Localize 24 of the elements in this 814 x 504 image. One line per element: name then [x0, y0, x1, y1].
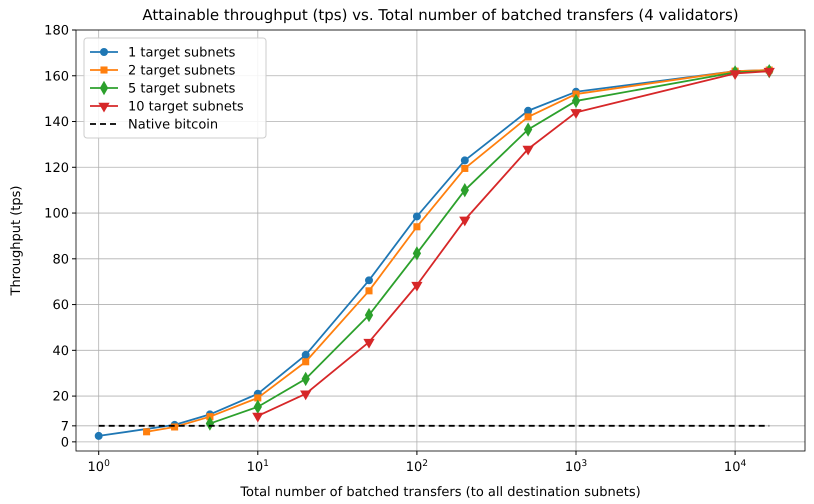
- y-tick-label: 60: [52, 298, 69, 314]
- y-tick-label: 0: [60, 435, 69, 450]
- legend-label: 1 target subnets: [128, 46, 236, 60]
- y-tick-label: 20: [52, 390, 69, 405]
- x-tick-label: 10$^{4}$: [724, 459, 746, 475]
- y-axis-title: Throughput (tps): [9, 186, 24, 296]
- x-tick-label: 10$^{3}$: [564, 459, 588, 475]
- y-tick-label: 7: [60, 419, 69, 434]
- y-tick-label: 40: [52, 344, 69, 359]
- chart-title: Attainable throughput (tps) vs. Total number of batched transfers (4 validators): [142, 6, 739, 24]
- y-tick-label: 100: [44, 206, 69, 222]
- legend-label: 5 target subnets: [128, 82, 236, 96]
- x-axis-title: Total number of batched transfers (to all destination subnets): [239, 485, 641, 500]
- legend-label: Native bitcoin: [128, 118, 218, 132]
- y-tick-label: 140: [44, 115, 69, 130]
- y-tick-label: 120: [44, 160, 69, 176]
- legend-label: 10 target subnets: [128, 100, 244, 114]
- x-tick-label: 10$^{2}$: [406, 459, 428, 475]
- y-tick-label: 180: [44, 24, 69, 38]
- y-tick-label: 80: [52, 252, 69, 268]
- x-tick-label: 10$^{0}$: [88, 459, 110, 475]
- y-tick-label: 160: [44, 69, 69, 84]
- legend-label: 2 target subnets: [128, 64, 236, 78]
- x-tick-label: 10$^{1}$: [246, 459, 269, 475]
